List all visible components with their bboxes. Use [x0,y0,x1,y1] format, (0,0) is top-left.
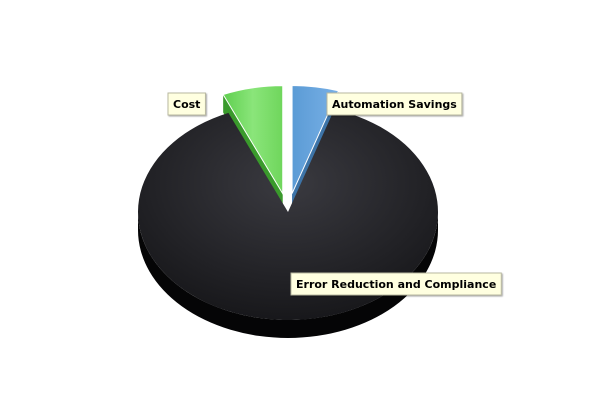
pie-label-automation-savings: Automation Savings [327,93,462,115]
pie-label-cost: Cost [168,93,205,115]
pie-label-text: Error Reduction and Compliance [296,278,496,291]
pie-label-text: Automation Savings [332,98,457,111]
pie-label-error-reduction-and-compliance: Error Reduction and Compliance [291,273,501,295]
pie-label-text: Cost [173,98,200,111]
